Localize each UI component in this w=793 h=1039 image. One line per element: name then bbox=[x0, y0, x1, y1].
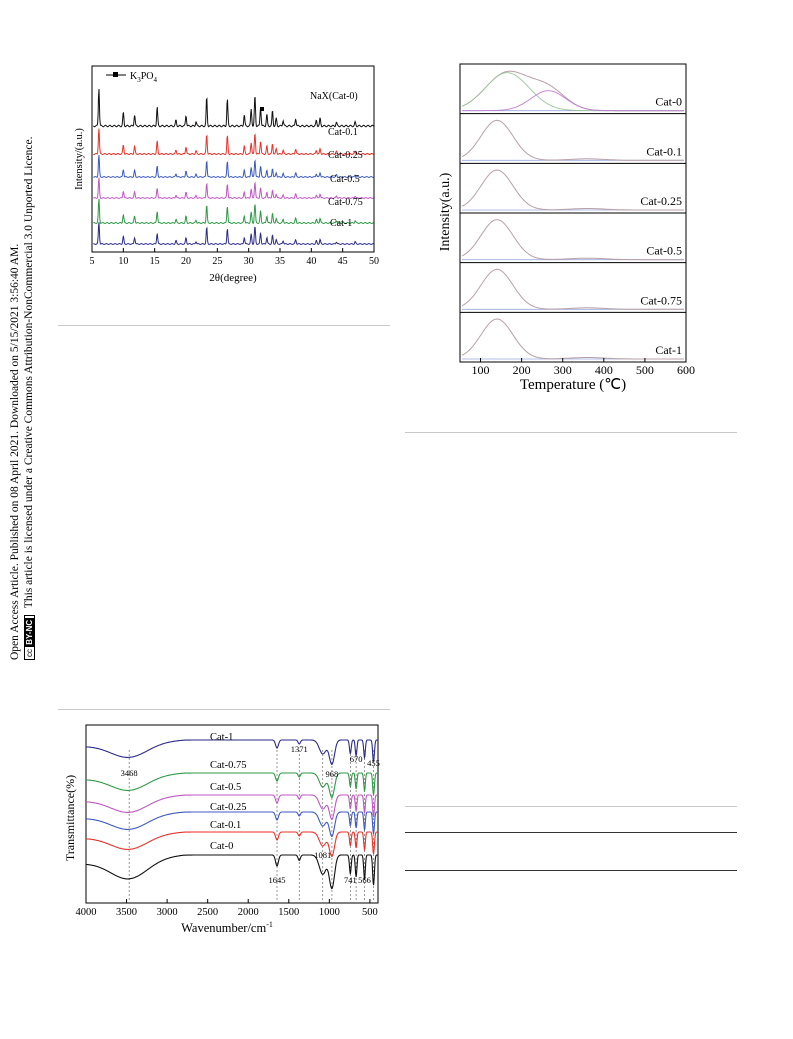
ftir-band-label: 1645 bbox=[269, 875, 286, 885]
tpd-tick-label: 600 bbox=[677, 363, 695, 377]
tpd-y-label: Intensity(a.u.) bbox=[438, 172, 453, 251]
tpd-panel-label: Cat-1 bbox=[655, 343, 682, 357]
tpd-panel-label: Cat-0.25 bbox=[640, 194, 682, 208]
ftir-band-label: 1081 bbox=[314, 850, 331, 860]
xrd-tick-label: 30 bbox=[244, 256, 254, 267]
xrd-tick-label: 10 bbox=[118, 256, 128, 267]
license-line-1: Open Access Article. Published on 08 Apr… bbox=[9, 243, 21, 660]
tpd-curve bbox=[461, 318, 684, 360]
ftir-series-line bbox=[86, 811, 378, 838]
ftir-tick-label: 1000 bbox=[319, 907, 340, 918]
license-notice: Open Access Article. Published on 08 Apr… bbox=[0, 0, 40, 660]
xrd-series-line bbox=[93, 128, 374, 156]
table-rule bbox=[405, 870, 737, 871]
ftir-tick-label: 4000 bbox=[76, 907, 97, 918]
ftir-series-label: Cat-0 bbox=[210, 841, 233, 852]
xrd-series-line bbox=[93, 154, 374, 178]
ftir-y-label: Transmittance(%) bbox=[63, 775, 77, 861]
tpd-panel-label: Cat-0.75 bbox=[640, 293, 682, 307]
ftir-series-label: Cat-1 bbox=[210, 732, 233, 743]
xrd-series-label: Cat-0.25 bbox=[328, 150, 363, 161]
tpd-curve bbox=[461, 219, 684, 261]
xrd-series-label: NaX(Cat-0) bbox=[310, 91, 358, 102]
ftir-tick-label: 3500 bbox=[116, 907, 137, 918]
tpd-tick-label: 400 bbox=[595, 363, 613, 377]
tpd-curve bbox=[461, 268, 684, 310]
ftir-x-label: Wavenumber/cm-1 bbox=[181, 920, 273, 935]
ftir-tick-label: 500 bbox=[362, 907, 378, 918]
ftir-series-line bbox=[86, 772, 378, 799]
tpd-curve bbox=[461, 119, 684, 161]
xrd-series-line bbox=[93, 222, 374, 246]
xrd-tick-label: 45 bbox=[338, 256, 348, 267]
xrd-series-line bbox=[93, 198, 374, 225]
tpd-fit-peak bbox=[462, 90, 684, 112]
xrd-series-label: Cat-0.1 bbox=[328, 127, 358, 138]
ftir-tick-label: 2500 bbox=[197, 907, 218, 918]
xrd-tick-label: 25 bbox=[212, 256, 222, 267]
xrd-y-label: Intensity/(a.u.) bbox=[74, 128, 85, 190]
ftir-series-label: Cat-0.75 bbox=[210, 760, 246, 771]
tpd-tick-label: 500 bbox=[636, 363, 654, 377]
tpd-tick-label: 300 bbox=[554, 363, 572, 377]
ftir-band-label: 455 bbox=[367, 758, 380, 768]
ftir-series-line bbox=[86, 831, 378, 858]
xrd-tick-label: 20 bbox=[181, 256, 191, 267]
k3po4-peak-marker bbox=[260, 107, 264, 111]
ftir-series-line bbox=[86, 854, 378, 890]
ftir-band-label: 968 bbox=[326, 769, 339, 779]
license-line-2: This article is licensed under a Creativ… bbox=[23, 136, 35, 609]
ftir-series-line bbox=[86, 739, 378, 766]
tpd-x-label: Temperature (℃) bbox=[520, 377, 626, 393]
ftir-band-label: 741 bbox=[344, 875, 357, 885]
xrd-tick-label: 50 bbox=[369, 256, 379, 267]
ftir-band-label: 670 bbox=[350, 754, 363, 764]
ftir-tick-label: 1500 bbox=[278, 907, 299, 918]
xrd-tick-label: 35 bbox=[275, 256, 285, 267]
ftir-band-label: 1371 bbox=[291, 744, 308, 754]
ftir-band-label: 3468 bbox=[121, 768, 138, 778]
divider bbox=[405, 432, 737, 433]
xrd-series-label: Cat-0.75 bbox=[328, 197, 363, 208]
ftir-series-label: Cat-0.5 bbox=[210, 782, 241, 793]
tpd-figure: Cat-0 Cat-0.1 Cat-0.25 Cat-0.5 Cat-0.75 Cat-1… bbox=[438, 63, 695, 393]
divider bbox=[405, 806, 737, 807]
tpd-panel-label: Cat-0 bbox=[655, 95, 682, 109]
xrd-series-line bbox=[92, 88, 374, 128]
xrd-series-label: Cat-0.5 bbox=[330, 174, 360, 185]
xrd-tick-label: 5 bbox=[90, 256, 95, 267]
xrd-figure: 5 10 15 20 25 30 35 40 45 50 K3PO4 Intensity/(a.u… bbox=[74, 65, 379, 284]
xrd-series-line bbox=[93, 177, 374, 199]
xrd-series-label: Cat-1 bbox=[330, 218, 352, 229]
table-top-rule bbox=[405, 832, 737, 833]
divider bbox=[58, 325, 390, 326]
tpd-curve bbox=[461, 70, 684, 112]
xrd-tick-label: 15 bbox=[150, 256, 160, 267]
ftir-figure: 4000 3500 3000 2500 2000 1500 1000 500 Cat-1 Cat… bbox=[63, 724, 380, 935]
ftir-series-label: Cat-0.25 bbox=[210, 802, 246, 813]
tpd-tick-label: 200 bbox=[513, 363, 531, 377]
ftir-tick-label: 3000 bbox=[157, 907, 178, 918]
cc-license-icon[interactable]: cc BY-NC bbox=[23, 614, 35, 660]
k3po4-marker-icon bbox=[113, 72, 118, 77]
ftir-tick-label: 2000 bbox=[238, 907, 259, 918]
tpd-curve bbox=[461, 169, 684, 211]
ftir-series-label: Cat-0.1 bbox=[210, 820, 241, 831]
xrd-tick-label: 40 bbox=[306, 256, 316, 267]
tpd-panel-label: Cat-0.5 bbox=[646, 244, 682, 258]
ftir-band-label: 566 bbox=[358, 875, 371, 885]
divider bbox=[58, 709, 390, 710]
tpd-panel-label: Cat-0.1 bbox=[646, 144, 682, 158]
xrd-legend-label: K3PO4 bbox=[130, 71, 158, 84]
tpd-fit-peak bbox=[461, 72, 684, 112]
ftir-series-line bbox=[86, 794, 378, 821]
xrd-x-label: 2θ(degree) bbox=[209, 272, 257, 284]
tpd-tick-label: 100 bbox=[472, 363, 490, 377]
